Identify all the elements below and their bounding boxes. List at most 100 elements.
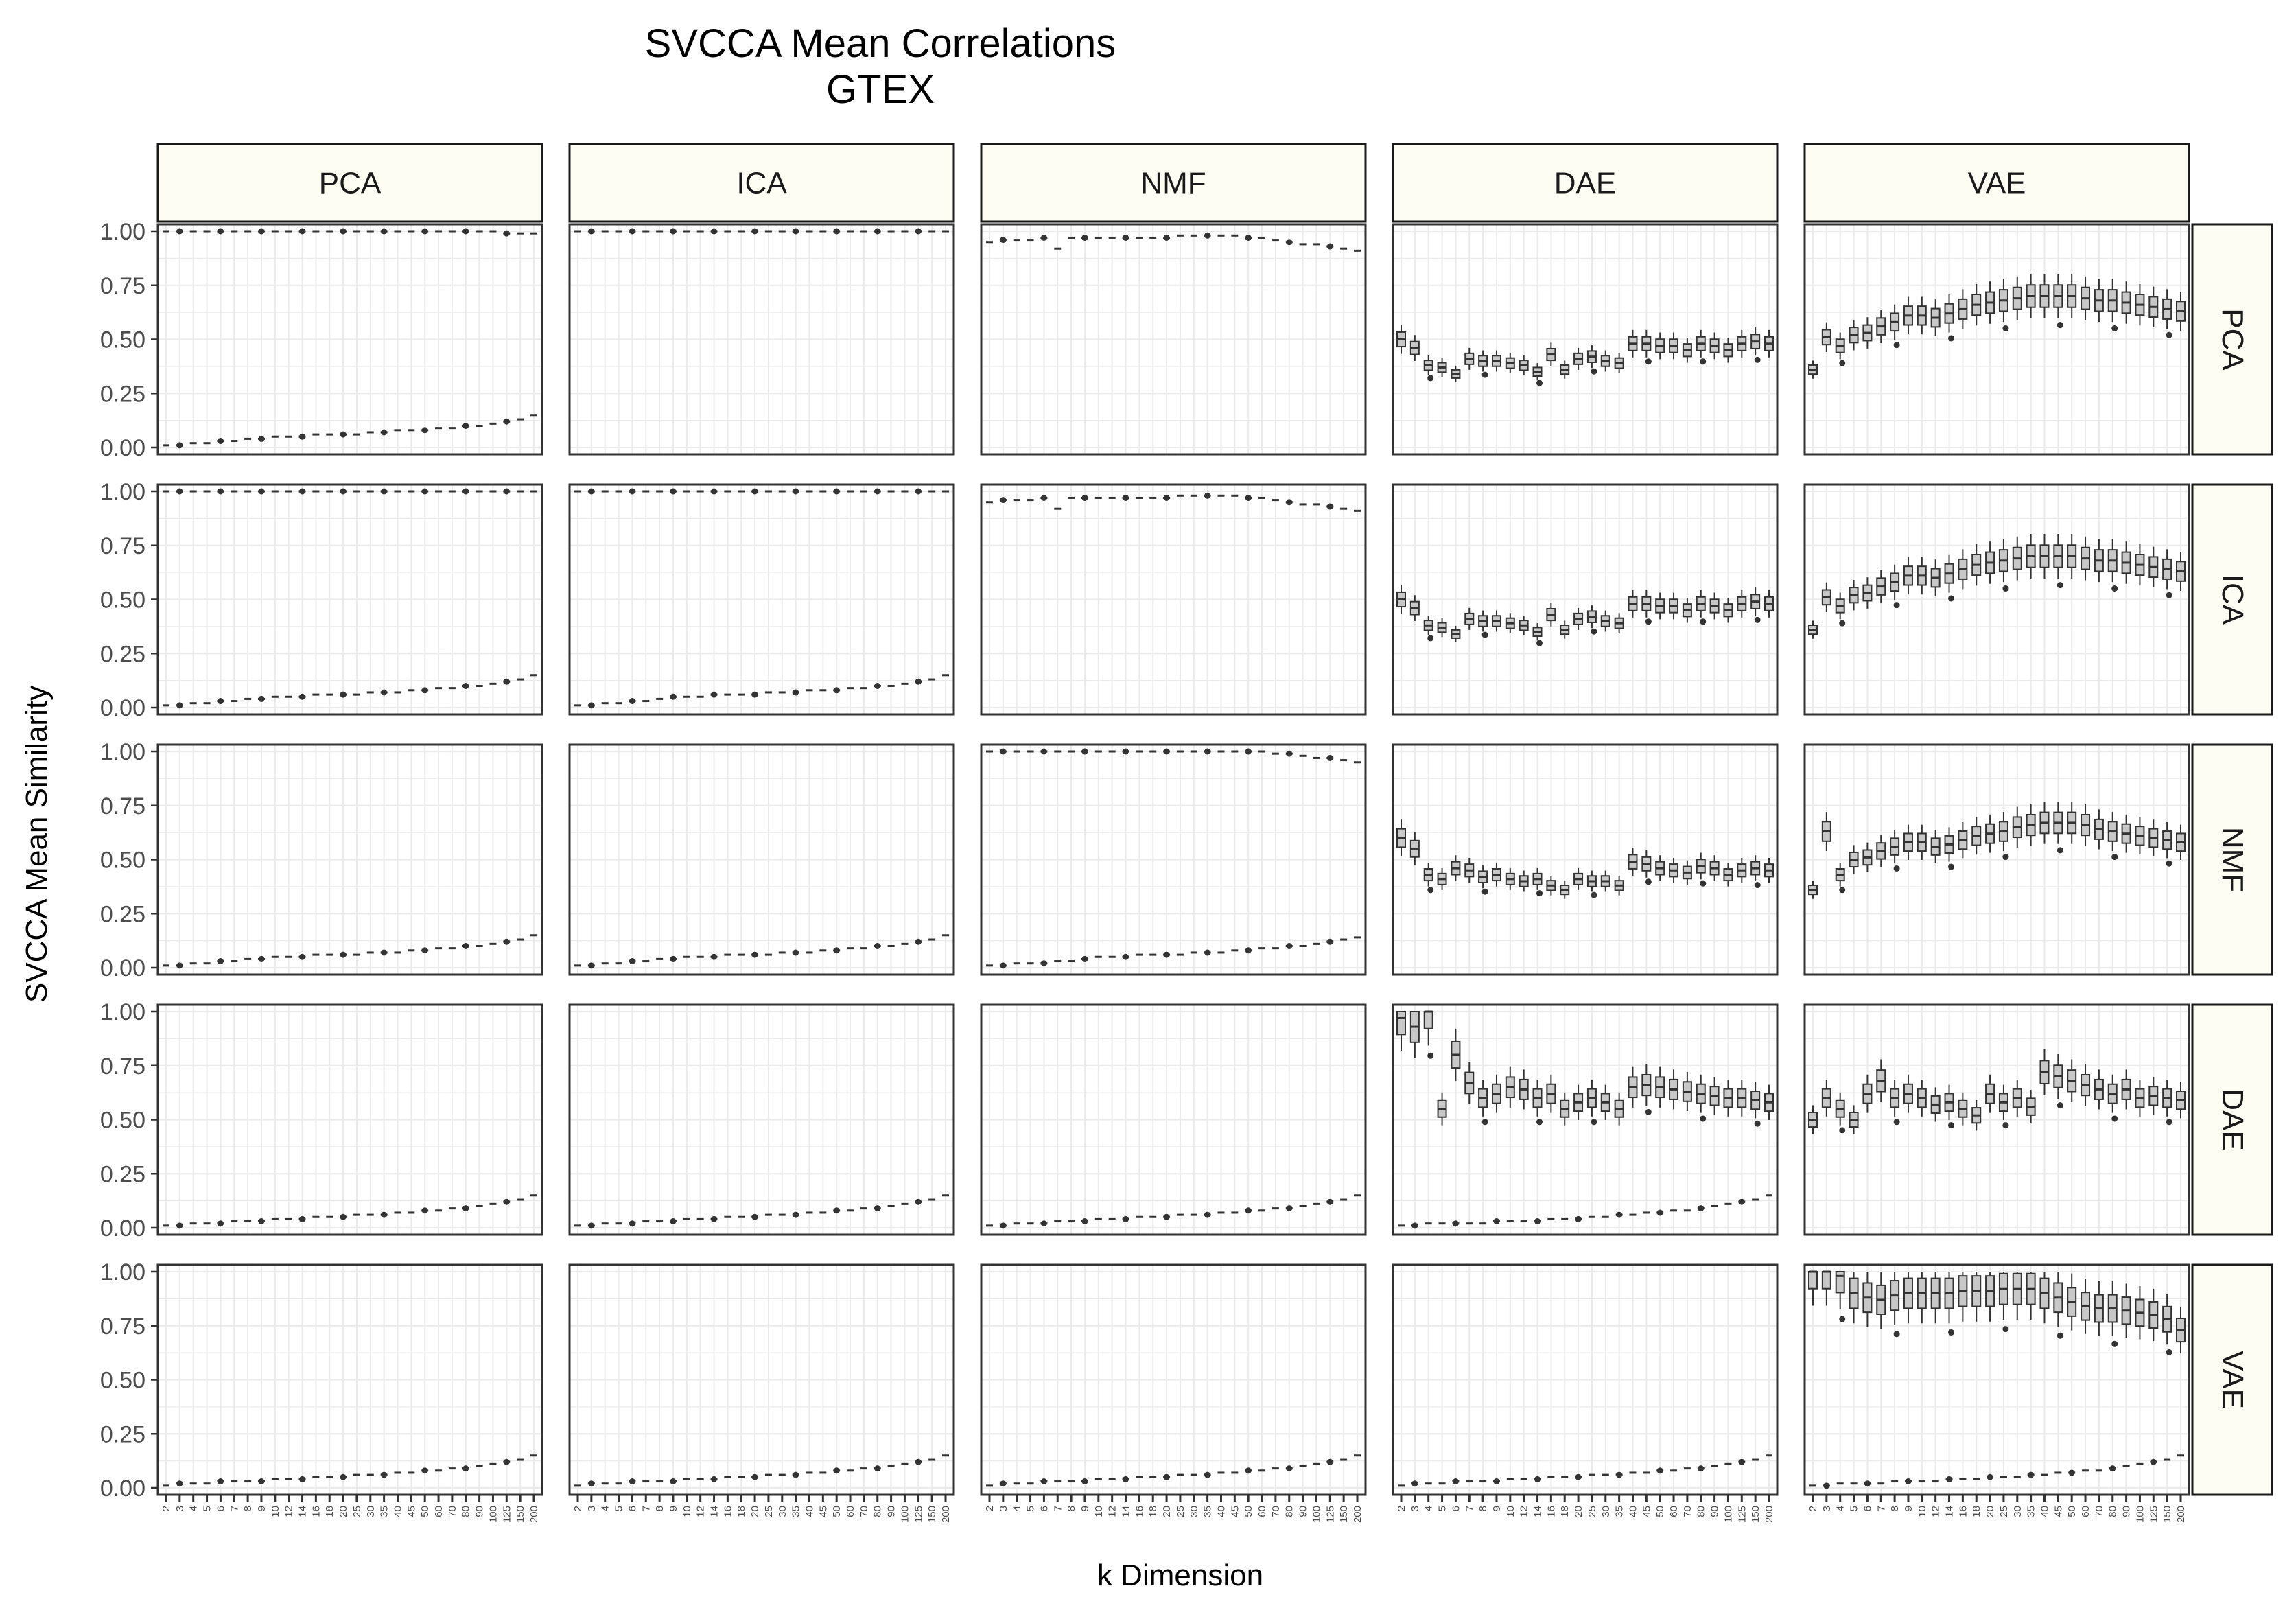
outlier-point (1893, 1331, 1900, 1338)
data-point (670, 693, 677, 700)
x-axis-tick-label: 60 (2080, 1506, 2092, 1517)
data-point (1738, 1198, 1745, 1205)
data-point (258, 955, 265, 962)
data-point (258, 435, 265, 442)
facet-panel (1392, 223, 1779, 456)
panel-data (163, 934, 537, 969)
data-point (751, 691, 758, 698)
data-point (1946, 1476, 1953, 1482)
data-point (340, 488, 347, 495)
panel-border (980, 223, 1367, 456)
panel-border (980, 483, 1367, 716)
outlier-point (2166, 1349, 2172, 1355)
outlier-point (2111, 325, 2118, 332)
data-point (421, 228, 428, 235)
y-axis-tick-label: 0.25 (100, 1161, 145, 1187)
x-axis-tick-label: 7 (1052, 1506, 1064, 1511)
x-axis-tick-label: 100 (2134, 1506, 2146, 1523)
column-strip (980, 143, 1367, 223)
x-axis-tick-label: 90 (1298, 1506, 1309, 1517)
x-axis-tick-label: 2 (984, 1506, 996, 1511)
box (1808, 1271, 1818, 1290)
x-axis-tick-label: 20 (1161, 1506, 1173, 1517)
data-point (874, 228, 881, 235)
x-axis-tick-label: 4 (188, 1506, 200, 1511)
data-point (1493, 1478, 1500, 1485)
row-strip (2191, 1003, 2273, 1236)
data-point (1616, 1471, 1623, 1478)
y-axis-tick-label: 0.50 (100, 1108, 145, 1134)
x-axis-tick-label: 150 (926, 1506, 938, 1523)
y-axis-tick-label: 0.75 (100, 1314, 145, 1340)
outlier-point (2057, 847, 2063, 854)
x-axis-tick-label: 200 (528, 1506, 540, 1523)
x-axis-tick-label: 7 (640, 1506, 652, 1511)
data-point (670, 1478, 677, 1485)
facet-panel (568, 483, 955, 716)
x-axis-tick-label: 35 (790, 1506, 802, 1517)
panel-data (1398, 1454, 1772, 1487)
x-axis-tick-label: 100 (1311, 1506, 1322, 1523)
data-point (381, 228, 388, 235)
row-strip-label: PCA (2216, 308, 2249, 371)
data-point (1000, 748, 1007, 755)
panel-data (1396, 585, 1774, 646)
data-point (1286, 499, 1293, 506)
data-point (503, 418, 510, 425)
x-axis-tick-label: 12 (1107, 1506, 1118, 1517)
x-axis-tick-label: 7 (1875, 1506, 1887, 1511)
x-axis-tick-label: 35 (1614, 1506, 1626, 1517)
y-axis-tick-label: 0.25 (100, 901, 145, 927)
panel-data (574, 488, 949, 709)
data-point (1123, 234, 1129, 241)
x-axis-tick-label: 70 (2094, 1506, 2105, 1517)
x-axis-tick-label: 6 (1862, 1506, 1873, 1511)
data-point (588, 702, 595, 709)
outlier-point (2111, 854, 2118, 861)
data-point (1204, 949, 1211, 956)
panel-data (1808, 1049, 2186, 1134)
x-axis-tick-label: 9 (1903, 1506, 1914, 1511)
data-point (299, 693, 306, 700)
data-point (1081, 955, 1088, 962)
panel-data (986, 748, 1361, 969)
outlier-point (1700, 880, 1707, 887)
outlier-point (1700, 618, 1707, 625)
panel-border (1392, 1263, 1779, 1496)
data-point (340, 951, 347, 958)
y-axis-tick-label: 0.00 (100, 1476, 145, 1502)
x-axis-tick-label: 90 (886, 1506, 898, 1517)
data-point (1204, 492, 1211, 499)
x-axis-tick-label: 35 (379, 1506, 390, 1517)
y-axis-tick-label: 0.75 (100, 533, 145, 559)
data-point (299, 1476, 306, 1482)
column-strip-label: ICA (736, 167, 787, 200)
outlier-point (2166, 860, 2172, 867)
outlier-point (1948, 595, 1955, 602)
outlier-point (1591, 891, 1597, 898)
data-point (588, 1222, 595, 1229)
outlier-point (1536, 1119, 1543, 1126)
data-point (833, 488, 840, 495)
x-axis-tick-label: 20 (338, 1506, 349, 1517)
outlier-point (1893, 865, 1900, 872)
x-axis-tick-label: 35 (2026, 1506, 2037, 1517)
row-strip (2191, 223, 2273, 456)
data-point (1656, 1209, 1663, 1216)
data-point (299, 228, 306, 235)
column-strip-label: NMF (1140, 167, 1206, 200)
data-point (1823, 1482, 1830, 1489)
data-point (1286, 750, 1293, 757)
data-point (1245, 947, 1252, 954)
x-axis-tick-label: 3 (998, 1506, 1009, 1511)
data-point (670, 228, 677, 235)
data-point (874, 943, 881, 949)
row-strip-label: ICA (2216, 574, 2249, 625)
data-point (1163, 1473, 1170, 1480)
x-axis-tick-label: 50 (419, 1506, 431, 1517)
x-axis-tick-label: 25 (1586, 1506, 1598, 1517)
data-point (462, 423, 469, 429)
data-point (629, 488, 635, 495)
x-axis-tick-label: 8 (654, 1506, 666, 1511)
x-axis-tick-label: 40 (804, 1506, 815, 1517)
